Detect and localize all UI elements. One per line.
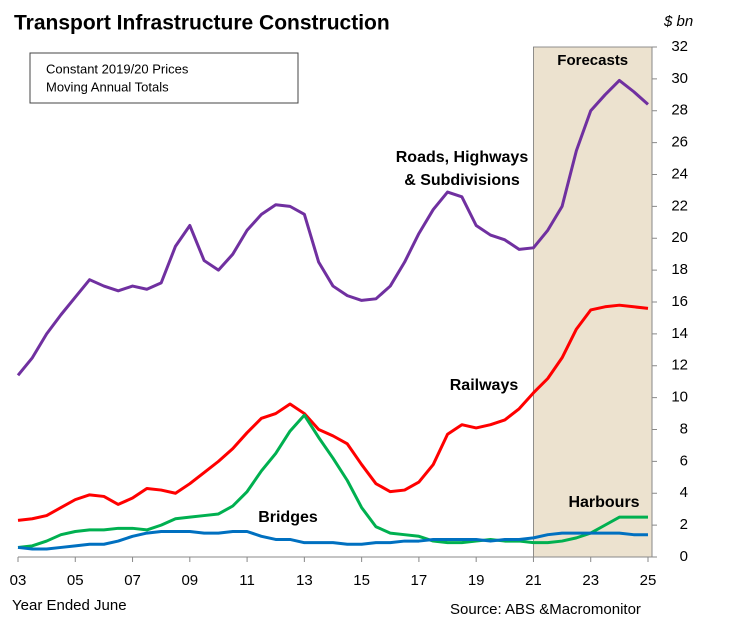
- series-label: Railways: [450, 377, 519, 394]
- y-tick-label: 28: [671, 102, 688, 119]
- x-tick-label: 25: [640, 572, 657, 589]
- x-tick-label: 15: [353, 572, 370, 589]
- series-line: [17, 530, 648, 551]
- y-tick-label: 12: [671, 357, 688, 374]
- x-tick-label: 19: [468, 572, 485, 589]
- y-tick-label: 24: [671, 165, 688, 182]
- source: Source: ABS &Macromonitor: [450, 601, 641, 618]
- x-tick-label: 21: [525, 572, 542, 589]
- y-tick-label: 6: [680, 452, 688, 469]
- y-tick-label: 0: [680, 548, 688, 565]
- y-axis-label: $ bn: [663, 13, 693, 30]
- x-tick-label: 05: [67, 572, 84, 589]
- series-label: & Subdivisions: [404, 172, 520, 189]
- note-line: Constant 2019/20 Prices: [46, 61, 189, 76]
- x-tick-label: 13: [296, 572, 313, 589]
- chart-title: Transport Infrastructure Construction: [14, 12, 390, 35]
- x-tick-label: 11: [239, 572, 255, 589]
- y-tick-label: 26: [671, 134, 688, 151]
- y-tick-label: 2: [680, 516, 688, 533]
- y-tick-label: 16: [671, 293, 688, 310]
- y-tick-label: 30: [671, 70, 688, 87]
- y-tick-label: 8: [680, 420, 688, 437]
- series-label: Bridges: [258, 509, 318, 526]
- series-line: [17, 413, 648, 549]
- x-tick-label: 23: [582, 572, 599, 589]
- series-label: Harbours: [568, 494, 639, 511]
- y-tick-label: 18: [671, 261, 688, 278]
- series-line: [16, 78, 649, 377]
- series-label: Roads, Highways: [396, 149, 529, 166]
- forecast-region: [533, 46, 653, 558]
- x-tick-label: 09: [181, 572, 198, 589]
- y-tick-label: 4: [680, 484, 688, 501]
- x-tick-label: 17: [411, 572, 428, 589]
- x-tick-label: 07: [124, 572, 141, 589]
- series-line: [17, 303, 649, 522]
- y-tick-label: 32: [671, 38, 688, 55]
- forecast-label: Forecasts: [557, 52, 628, 69]
- x-axis-label: Year Ended June: [12, 597, 127, 614]
- y-tick-label: 10: [671, 389, 688, 406]
- y-tick-label: 22: [671, 197, 688, 214]
- note-line: Moving Annual Totals: [46, 79, 169, 94]
- note-box: [29, 52, 299, 104]
- x-tick-label: 03: [10, 572, 27, 589]
- y-tick-label: 14: [671, 325, 688, 342]
- y-tick-label: 20: [671, 229, 688, 246]
